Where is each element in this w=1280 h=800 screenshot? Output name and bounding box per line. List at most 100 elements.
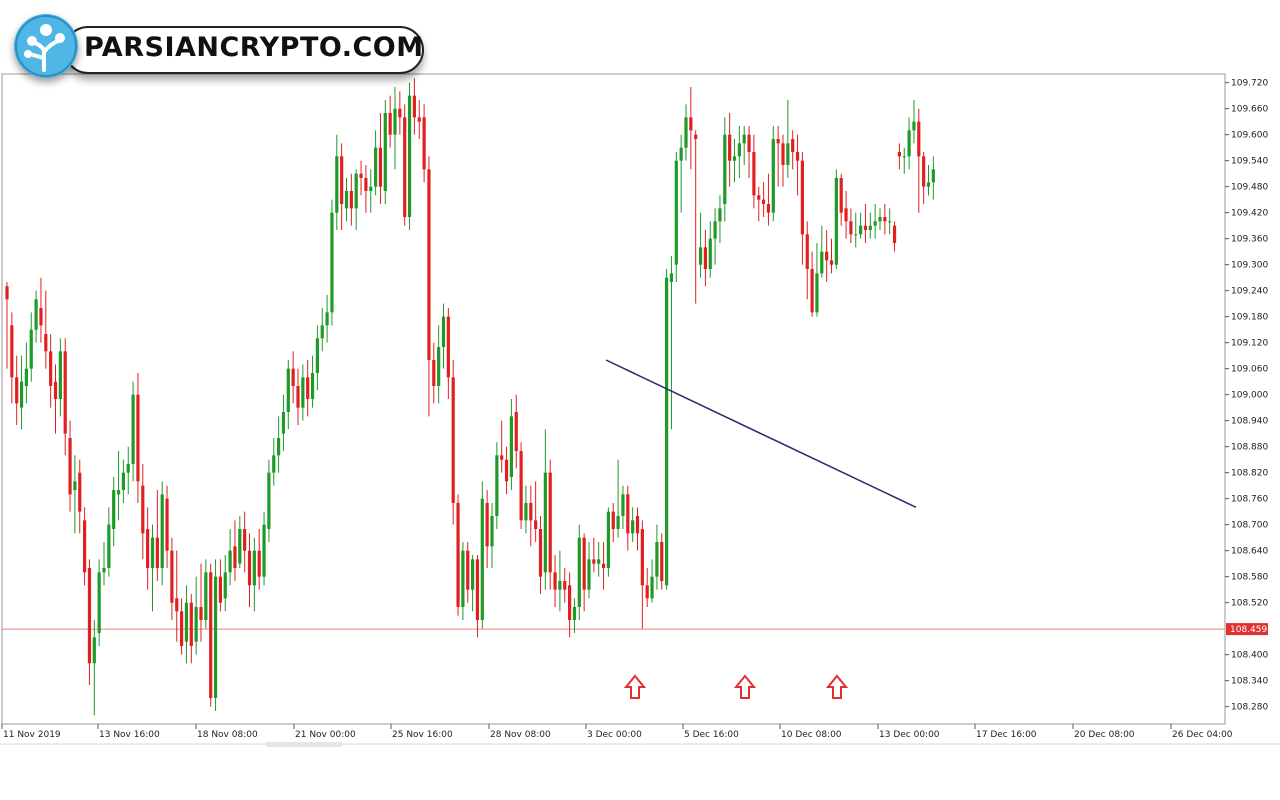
x-tick-label: 28 Nov 08:00 xyxy=(490,730,551,740)
candle-body xyxy=(471,559,475,590)
candle-body xyxy=(572,607,577,620)
candle xyxy=(626,485,630,551)
candle-body xyxy=(684,117,688,148)
y-tick-label: 109.540 xyxy=(1231,157,1268,167)
candle-body xyxy=(369,186,373,191)
candle xyxy=(243,511,247,573)
candle xyxy=(660,533,664,590)
candle-body xyxy=(592,559,596,564)
candle xyxy=(500,420,504,473)
candle-body xyxy=(558,581,562,590)
candle-body xyxy=(92,637,96,664)
candle xyxy=(553,555,557,607)
candle-body xyxy=(320,325,324,339)
candle xyxy=(635,507,640,551)
candle xyxy=(393,87,397,170)
candle xyxy=(800,152,804,265)
candle-body xyxy=(868,225,872,230)
candle-body xyxy=(645,585,649,599)
candle-body xyxy=(907,130,911,157)
candle xyxy=(146,507,150,590)
candle-body xyxy=(78,472,82,512)
candle-body xyxy=(141,485,145,534)
candle xyxy=(24,342,28,404)
candle-body xyxy=(621,494,625,516)
candle xyxy=(180,598,184,655)
candle-body xyxy=(878,217,882,222)
y-tick-label: 108.520 xyxy=(1231,599,1268,609)
candle xyxy=(922,152,926,204)
candle-body xyxy=(587,559,591,590)
candle xyxy=(281,394,286,451)
x-tick-label: 25 Nov 16:00 xyxy=(392,730,453,740)
candle xyxy=(228,529,232,586)
y-tick-label: 108.880 xyxy=(1231,443,1268,453)
candle-body xyxy=(849,221,853,235)
candle xyxy=(175,550,179,642)
candle xyxy=(136,373,140,503)
candle xyxy=(15,355,19,425)
candle-body xyxy=(349,191,353,209)
y-tick-label: 109.060 xyxy=(1231,365,1268,375)
candle xyxy=(834,169,838,269)
candle-body xyxy=(160,494,164,568)
candle-body xyxy=(204,572,208,620)
candle xyxy=(272,438,276,486)
candle xyxy=(417,100,421,139)
candle xyxy=(732,139,737,183)
x-tick-label: 26 Dec 04:00 xyxy=(1172,730,1233,740)
candle-body xyxy=(732,156,737,161)
support-arrow-icon xyxy=(623,674,647,699)
candle-body xyxy=(553,572,557,590)
candle xyxy=(10,312,14,404)
candle xyxy=(383,100,387,204)
candle-body xyxy=(383,113,387,191)
candle xyxy=(679,134,683,213)
candle-body xyxy=(223,572,227,599)
candle-body xyxy=(737,143,741,157)
candle-body xyxy=(863,225,868,230)
candle-body xyxy=(407,95,412,217)
candle xyxy=(548,459,552,590)
candle-body xyxy=(795,152,800,161)
y-tick-label: 109.360 xyxy=(1231,235,1268,245)
candle-body xyxy=(393,108,397,135)
candle xyxy=(340,143,344,230)
candle-body xyxy=(655,542,659,577)
candle-body xyxy=(112,490,116,529)
candle xyxy=(892,221,897,252)
candle-body xyxy=(131,394,135,464)
candle xyxy=(703,230,707,287)
candle xyxy=(5,282,9,369)
candle-body xyxy=(679,147,683,161)
candle xyxy=(611,503,615,542)
candle-body xyxy=(165,498,169,551)
candle xyxy=(543,429,547,590)
candle xyxy=(320,308,324,352)
candle xyxy=(791,130,795,170)
candle xyxy=(296,368,300,425)
candle-body xyxy=(233,546,237,568)
candle-body xyxy=(669,273,674,282)
candle xyxy=(223,555,227,612)
candle xyxy=(490,503,494,568)
candle-body xyxy=(281,412,286,434)
candle-body xyxy=(170,550,174,603)
y-tick-label: 109.240 xyxy=(1231,287,1268,297)
candle-body xyxy=(897,152,901,157)
candle-body xyxy=(776,139,780,144)
candle xyxy=(568,572,572,638)
candle-body xyxy=(354,173,358,209)
candle xyxy=(466,542,470,603)
scroll-thumb[interactable] xyxy=(266,742,342,747)
candle xyxy=(587,542,591,599)
candle-body xyxy=(34,299,38,330)
candle xyxy=(432,342,436,404)
candle xyxy=(907,117,911,170)
candle xyxy=(762,182,766,217)
candle xyxy=(475,555,480,638)
price-axis: 109.720 109.660 109.600 109.540 109.480 109.4… xyxy=(1225,79,1268,713)
candle xyxy=(58,338,62,417)
candle-body xyxy=(58,351,62,399)
